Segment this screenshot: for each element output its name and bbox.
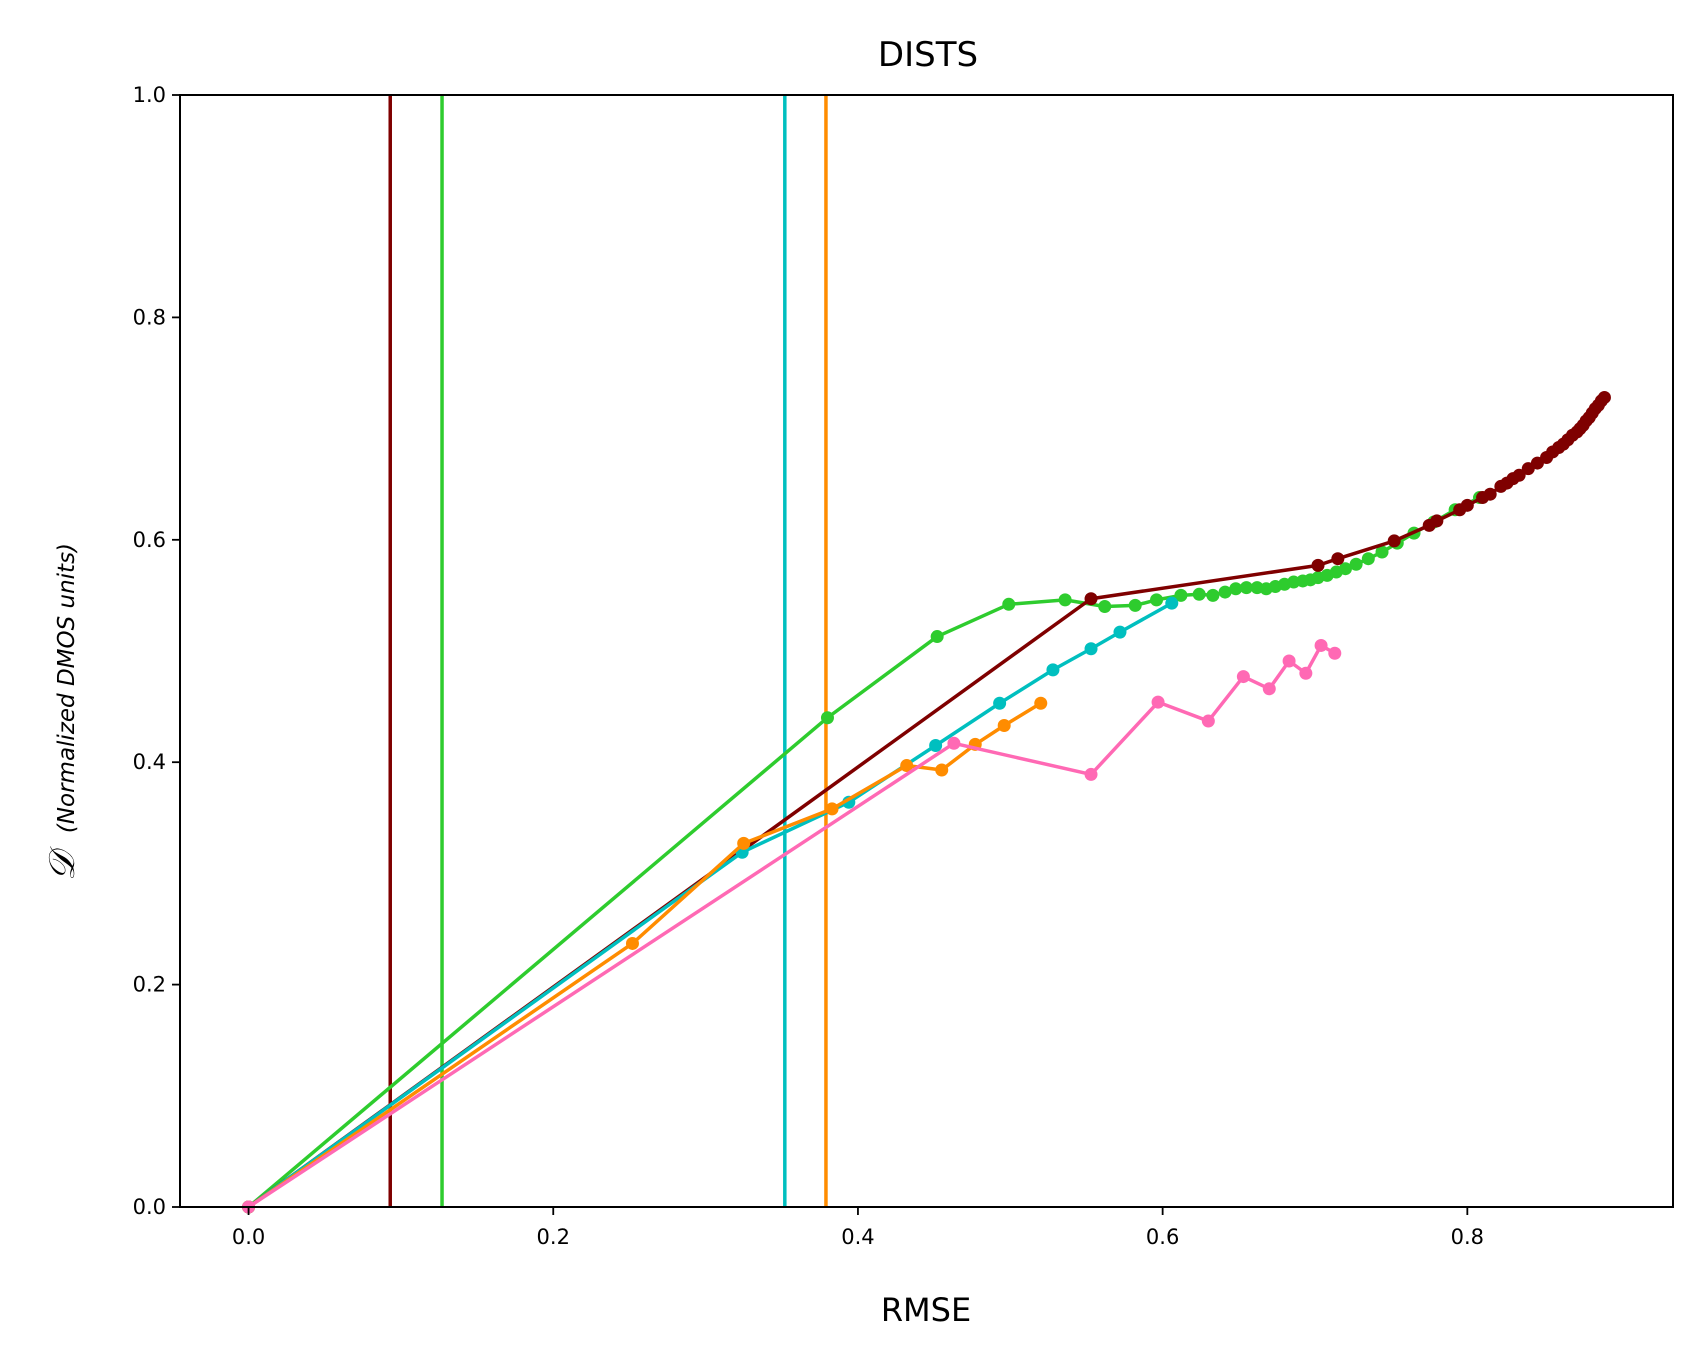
x-tick-label: 0.8 [1451, 1225, 1484, 1249]
y-tick-label: 0.2 [133, 973, 166, 997]
y-tick-label: 0.8 [133, 305, 166, 329]
series-3-point [625, 936, 639, 950]
series-1-point [1331, 552, 1345, 566]
series-0-point [1058, 593, 1072, 607]
series-1-point [1483, 487, 1497, 501]
series-0-point [820, 711, 834, 725]
series-3-line [247, 701, 1042, 1209]
series-0-point [1361, 552, 1375, 566]
series-4 [242, 638, 1342, 1214]
series-1-line [247, 396, 1606, 1209]
x-tick-label: 0.0 [232, 1225, 265, 1249]
chart-title: DISTS [878, 35, 978, 75]
series-0-point [1239, 581, 1253, 595]
series-0-point [1338, 562, 1352, 576]
y-tick-label: 1.0 [133, 83, 166, 107]
series-0-point [1002, 597, 1016, 611]
plot-frame [179, 94, 1674, 1208]
y-tick-label: 0.6 [133, 528, 166, 552]
series-4-point [1236, 670, 1250, 684]
y-axis-note: (Normalized DMOS units) [54, 543, 80, 833]
series-4-point [1262, 682, 1276, 696]
series-0-point [1128, 598, 1142, 612]
series-1-point [1387, 534, 1401, 548]
series-1-point [1512, 468, 1526, 482]
x-tick-label: 0.4 [841, 1225, 874, 1249]
x-tick-label: 0.6 [1146, 1225, 1179, 1249]
series-0 [242, 491, 1487, 1214]
series-2-point [1084, 642, 1098, 656]
series-1-point [1311, 558, 1325, 572]
x-tick-label: 0.2 [537, 1225, 570, 1249]
series-1-point [1460, 498, 1474, 512]
y-tick-label: 0.0 [133, 1195, 166, 1219]
series-1-point [1597, 390, 1611, 404]
series-2-point [929, 739, 943, 753]
series-3-point [825, 802, 839, 816]
series-4-point [947, 736, 961, 750]
series-0-point [1349, 557, 1363, 571]
series-2-point [993, 696, 1007, 710]
series-1-point [1430, 514, 1444, 528]
series-0-point [1150, 593, 1164, 607]
svg-text:𝒟 (Normalized DMOS un: 𝒟 (Normalized DMOS units) [42, 543, 83, 881]
series-2-point [1113, 625, 1127, 639]
series-0-point [1229, 582, 1243, 596]
axis-ticks: 0.0 0.2 0.4 0.6 0.8 0.0 0.2 0.4 0.6 0.8 1.0 [133, 83, 1484, 1249]
plot-area [242, 95, 1611, 1214]
y-tick-label: 0.4 [133, 750, 166, 774]
series-4-point [1328, 646, 1342, 660]
series-4-point [1151, 695, 1165, 709]
series-2-point [1046, 663, 1060, 677]
series-3 [242, 696, 1048, 1214]
series-4-point [1201, 714, 1215, 728]
series-1 [242, 390, 1611, 1214]
series-4-line [247, 643, 1336, 1209]
series-2-point [1165, 596, 1179, 610]
series-1-point [1084, 592, 1098, 606]
series-3-point [900, 759, 914, 773]
series-4-point [1282, 654, 1296, 668]
x-axis-label: RMSE [881, 1291, 971, 1329]
series-4-point [1084, 767, 1098, 781]
y-axis-symbol: 𝒟 [42, 846, 83, 881]
series-0-line [247, 495, 1481, 1209]
series-0-point [1192, 587, 1206, 601]
series-0-point [1218, 585, 1232, 599]
series-0-point [930, 630, 944, 644]
series-0-point [1375, 545, 1389, 559]
series-3-point [935, 763, 949, 777]
y-axis-label: 𝒟 (Normalized DMOS units) [42, 543, 83, 881]
series-3-point [1034, 696, 1048, 710]
series-0-point [1174, 588, 1188, 602]
series-0-point [1098, 600, 1112, 614]
series-4-point [1314, 638, 1328, 652]
series-3-point [737, 836, 751, 850]
series-3-point [997, 719, 1011, 733]
series-0-point [1206, 588, 1220, 602]
series-4-point [1299, 666, 1313, 680]
